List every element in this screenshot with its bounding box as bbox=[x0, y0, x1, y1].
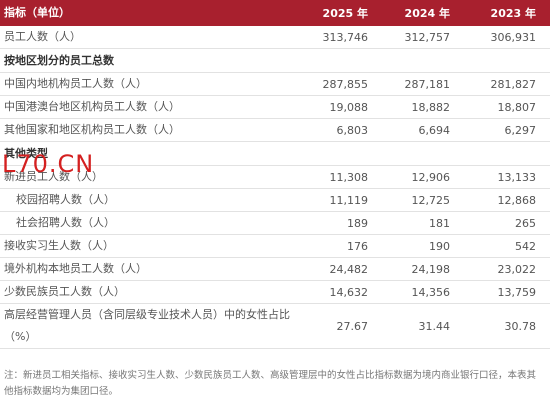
section-title: 其他类型 bbox=[4, 146, 48, 160]
header-cell: 2023 年 bbox=[490, 7, 536, 20]
row-label: 高层经营管理人员（含同层级专业技术人员）中的女性占比（%） bbox=[4, 308, 290, 343]
cell: 18,882 bbox=[411, 100, 451, 114]
row-label: 社会招聘人数（人） bbox=[16, 216, 115, 229]
table-row: 高层经营管理人员（含同层级专业技术人员）中的女性占比（%） 27.67 31.44 3… bbox=[0, 304, 550, 349]
section-row: 按地区划分的员工总数 bbox=[0, 49, 550, 73]
cell: 11,308 bbox=[329, 170, 369, 184]
cell: 287,181 bbox=[404, 77, 451, 91]
row-label: 校园招聘人数（人） bbox=[16, 193, 115, 206]
row-label: 接收实习生人数（人） bbox=[4, 239, 114, 252]
table-row: 少数民族员工人数（人） 14,632 14,356 13,759 bbox=[0, 281, 550, 304]
cell: 12,868 bbox=[497, 193, 537, 207]
cell: 19,088 bbox=[329, 100, 369, 114]
cell: 12,725 bbox=[411, 193, 451, 207]
cell: 313,746 bbox=[322, 30, 369, 44]
section-row: 其他类型 bbox=[0, 142, 550, 166]
cell: 18,807 bbox=[497, 100, 537, 114]
cell: 30.78 bbox=[504, 319, 537, 333]
cell: 6,803 bbox=[336, 123, 369, 137]
table-row: 员工人数（人） 313,746 312,757 306,931 bbox=[0, 26, 550, 49]
cell: 12,906 bbox=[411, 170, 451, 184]
cell: 287,855 bbox=[322, 77, 369, 91]
cell: 27.67 bbox=[336, 319, 369, 333]
cell: 312,757 bbox=[404, 30, 451, 44]
table-row: 社会招聘人数（人） 189 181 265 bbox=[0, 212, 550, 235]
table-row: 境外机构本地员工人数（人） 24,482 24,198 23,022 bbox=[0, 258, 550, 281]
cell: 265 bbox=[515, 216, 536, 230]
cell: 14,632 bbox=[329, 285, 369, 299]
row-label: 中国内地机构员工人数（人） bbox=[4, 77, 147, 90]
watermark: L70.CN bbox=[2, 150, 95, 178]
cell: 189 bbox=[347, 216, 368, 230]
cell: 281,827 bbox=[490, 77, 537, 91]
table-row: 校园招聘人数（人） 11,119 12,725 12,868 bbox=[0, 189, 550, 212]
cell: 31.44 bbox=[418, 319, 451, 333]
row-label: 境外机构本地员工人数（人） bbox=[4, 262, 147, 275]
cell: 13,759 bbox=[497, 285, 537, 299]
table: 指标（单位） 2025 年 2024 年 2023 年员工人数（人） 313,746 31… bbox=[0, 0, 550, 349]
row-label: 员工人数（人） bbox=[4, 30, 81, 43]
cell: 24,198 bbox=[411, 262, 451, 276]
cell: 24,482 bbox=[329, 262, 369, 276]
header-cell: 指标（单位） bbox=[4, 6, 70, 19]
cell: 542 bbox=[515, 239, 536, 253]
cell: 190 bbox=[429, 239, 450, 253]
section-title: 按地区划分的员工总数 bbox=[4, 53, 114, 67]
table-row: 中国内地机构员工人数（人） 287,855 287,181 281,827 bbox=[0, 73, 550, 96]
table-row: 其他国家和地区机构员工人数（人） 6,803 6,694 6,297 bbox=[0, 119, 550, 142]
cell: 306,931 bbox=[490, 30, 537, 44]
cell: 13,133 bbox=[497, 170, 537, 184]
cell: 14,356 bbox=[411, 285, 451, 299]
note: 注：新进员工相关指标、接收实习生人数、少数民族员工人数、高级管理层中的女性占比指… bbox=[4, 370, 537, 397]
cell: 11,119 bbox=[329, 193, 369, 207]
header-cell: 2024 年 bbox=[404, 7, 450, 20]
cell: 176 bbox=[347, 239, 368, 253]
cell: 23,022 bbox=[497, 262, 537, 276]
cell: 6,297 bbox=[504, 123, 537, 137]
row-label: 其他国家和地区机构员工人数（人） bbox=[4, 123, 180, 136]
cell: 181 bbox=[429, 216, 450, 230]
table-row: 接收实习生人数（人） 176 190 542 bbox=[0, 235, 550, 258]
table-row: 新进员工人数（人） 11,308 12,906 13,133 bbox=[0, 166, 550, 189]
row-label: 少数民族员工人数（人） bbox=[4, 285, 125, 298]
cell: 6,694 bbox=[418, 123, 451, 137]
row-label: 中国港澳台地区机构员工人数（人） bbox=[4, 100, 180, 113]
header-cell: 2025 年 bbox=[322, 7, 368, 20]
row-label: 新进员工人数（人） bbox=[4, 170, 103, 183]
table-row: 中国港澳台地区机构员工人数（人） 19,088 18,882 18,807 bbox=[0, 96, 550, 119]
header-row: 指标（单位） 2025 年 2024 年 2023 年 bbox=[0, 0, 550, 26]
